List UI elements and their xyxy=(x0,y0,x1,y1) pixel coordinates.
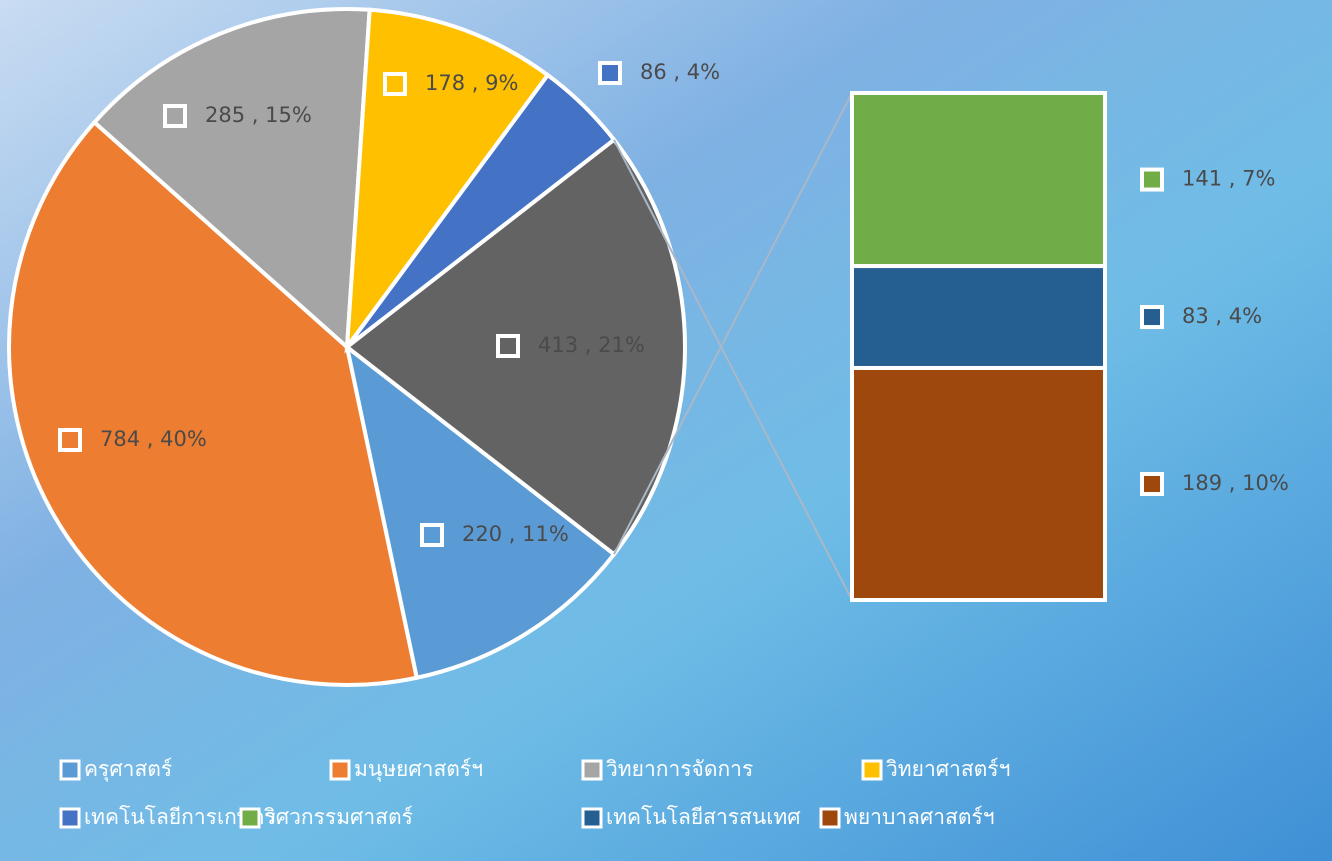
label-swatch xyxy=(1140,167,1164,192)
data-label: 220 , 11% xyxy=(462,522,569,546)
data-label: 141 , 7% xyxy=(1182,167,1275,191)
legend-label: วิทยาการจัดการ xyxy=(606,757,753,781)
label-swatch xyxy=(1140,471,1164,496)
data-label: 285 , 15% xyxy=(205,103,312,127)
legend-swatch xyxy=(239,807,261,829)
data-label: 86 , 4% xyxy=(640,60,720,84)
legend-swatch xyxy=(581,807,603,829)
legend-swatch xyxy=(329,759,351,781)
legend-swatch xyxy=(59,759,81,781)
legend-label: วิศวกรรมศาสตร์ xyxy=(264,805,413,829)
pie-slice xyxy=(343,342,617,681)
label-swatch xyxy=(383,72,407,96)
legend-label: มนุษยศาสตร์ฯ xyxy=(354,757,483,782)
bar-segment xyxy=(850,264,1107,370)
label-swatch xyxy=(163,104,187,128)
legend: ครุศาสตร์ มนุษยศาสตร์ฯ วิทยาการจัดการ วิทยา… xyxy=(59,757,1011,829)
connector-line xyxy=(613,92,853,555)
legend-swatch xyxy=(581,759,603,781)
legend-swatch xyxy=(861,759,883,781)
label-swatch xyxy=(496,334,520,358)
label-swatch xyxy=(598,61,622,85)
connector-line xyxy=(613,139,853,601)
legend-swatch xyxy=(59,807,81,829)
bar-segment xyxy=(850,365,1107,603)
pie-slice xyxy=(91,7,372,352)
label-swatch xyxy=(58,428,82,452)
legend-label: วิทยาศาสตร์ฯ xyxy=(886,757,1011,781)
label-swatch xyxy=(1140,305,1164,330)
data-label: 83 , 4% xyxy=(1182,304,1262,328)
label-swatch xyxy=(420,523,444,547)
legend-label: พยาบาลศาสตร์ฯ xyxy=(844,805,995,829)
legend-label: เทคโนโลยีสารสนเทศ xyxy=(606,805,801,829)
data-label: 189 , 10% xyxy=(1182,471,1289,495)
legend-swatch xyxy=(819,807,841,829)
data-label: 413 , 21% xyxy=(538,333,645,357)
data-label: 178 , 9% xyxy=(425,71,518,95)
pie-slice xyxy=(7,119,420,687)
bar-segment xyxy=(850,91,1107,269)
data-label: 784 , 40% xyxy=(100,427,207,451)
legend-label: ครุศาสตร์ xyxy=(84,757,172,782)
